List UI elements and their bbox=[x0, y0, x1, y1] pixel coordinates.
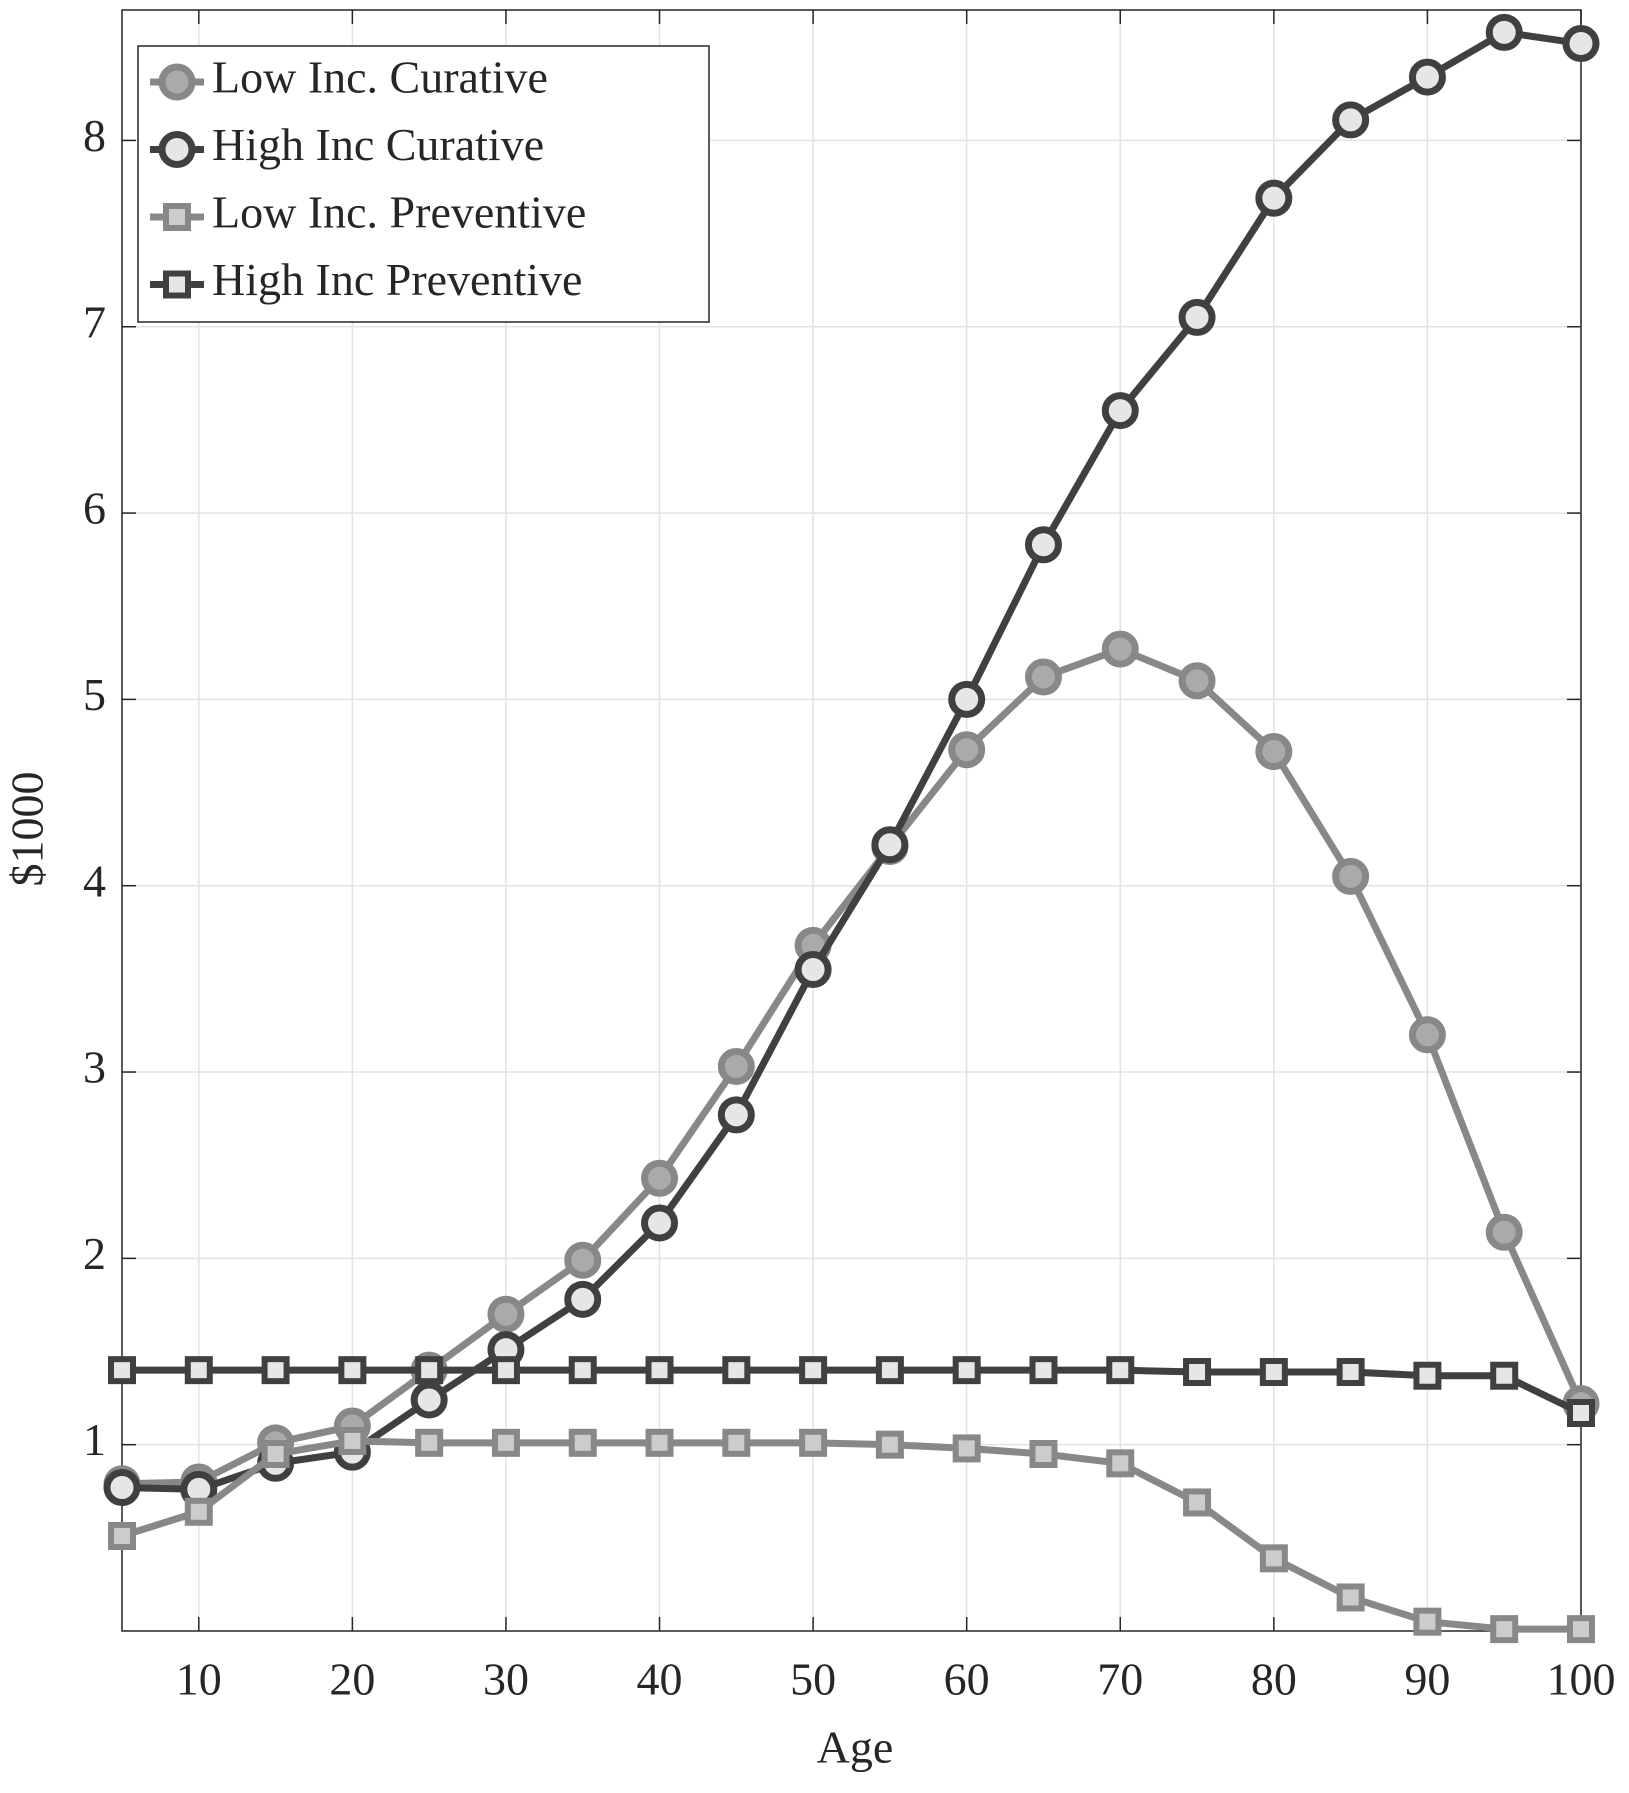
data-point bbox=[1336, 1583, 1365, 1612]
data-point bbox=[1259, 1544, 1288, 1573]
data-point bbox=[1332, 101, 1370, 139]
data-point bbox=[952, 1356, 981, 1385]
data-point bbox=[261, 1439, 290, 1468]
y-tick-label: 2 bbox=[83, 1228, 106, 1279]
data-point bbox=[1178, 298, 1216, 336]
data-point bbox=[568, 1428, 597, 1457]
data-point bbox=[184, 1356, 213, 1385]
data-point bbox=[1490, 1615, 1519, 1644]
data-point bbox=[103, 1469, 141, 1507]
y-tick-label: 8 bbox=[83, 110, 106, 161]
data-point bbox=[1485, 1213, 1523, 1251]
data-point bbox=[1567, 1615, 1595, 1644]
legend-marker bbox=[163, 203, 191, 231]
data-point bbox=[1413, 1607, 1442, 1636]
data-point bbox=[717, 1096, 755, 1134]
y-tick-label: 1 bbox=[83, 1414, 106, 1465]
y-axis-label: $1000 bbox=[2, 772, 53, 887]
data-point bbox=[1408, 1016, 1446, 1054]
data-point bbox=[799, 1428, 828, 1457]
data-point bbox=[717, 1047, 755, 1085]
x-tick-label: 10 bbox=[176, 1654, 222, 1705]
data-point bbox=[568, 1356, 597, 1385]
data-point bbox=[1101, 392, 1139, 430]
data-point bbox=[1029, 1356, 1058, 1385]
data-point bbox=[1336, 1358, 1365, 1387]
data-point bbox=[1024, 526, 1062, 564]
data-point bbox=[1183, 1358, 1212, 1387]
data-point bbox=[415, 1428, 444, 1457]
data-point bbox=[1029, 1439, 1058, 1468]
data-point bbox=[338, 1356, 367, 1385]
data-point bbox=[1332, 857, 1370, 895]
data-point bbox=[641, 1159, 679, 1197]
legend-box bbox=[137, 45, 710, 323]
legend-marker bbox=[158, 63, 196, 101]
legend-marker bbox=[158, 131, 196, 168]
legend-label: Low Inc. Curative bbox=[212, 52, 548, 103]
data-point bbox=[952, 1434, 981, 1463]
data-point bbox=[1106, 1449, 1135, 1478]
data-point bbox=[487, 1295, 525, 1333]
data-point bbox=[1413, 1361, 1442, 1390]
data-point bbox=[1562, 25, 1600, 63]
data-point bbox=[410, 1381, 448, 1419]
legend-label: High Inc Preventive bbox=[212, 254, 582, 305]
x-tick-label: 70 bbox=[1097, 1654, 1143, 1705]
data-point bbox=[1485, 13, 1523, 51]
y-tick-label: 4 bbox=[83, 855, 106, 906]
y-tick-label: 6 bbox=[83, 483, 106, 534]
x-tick-label: 80 bbox=[1251, 1654, 1297, 1705]
data-point bbox=[1024, 658, 1062, 696]
legend-label: High Inc Curative bbox=[212, 119, 544, 170]
x-tick-label: 40 bbox=[637, 1654, 683, 1705]
y-tick-label: 3 bbox=[83, 1042, 106, 1093]
data-point bbox=[645, 1428, 674, 1457]
data-point bbox=[948, 731, 986, 769]
data-point bbox=[645, 1356, 674, 1385]
x-tick-label: 50 bbox=[790, 1654, 836, 1705]
data-point bbox=[338, 1426, 367, 1455]
data-point bbox=[261, 1356, 290, 1385]
data-point bbox=[794, 951, 832, 989]
data-point bbox=[1106, 1356, 1135, 1385]
data-point bbox=[1183, 1488, 1212, 1517]
data-point bbox=[641, 1204, 679, 1242]
data-point bbox=[799, 1356, 828, 1385]
data-point bbox=[948, 680, 986, 718]
data-point bbox=[871, 826, 909, 864]
legend-label: Low Inc. Preventive bbox=[212, 187, 586, 238]
x-tick-label: 60 bbox=[944, 1654, 990, 1705]
data-point bbox=[875, 1430, 904, 1459]
x-tick-label: 100 bbox=[1547, 1654, 1616, 1705]
data-point bbox=[1255, 733, 1293, 771]
x-tick-label: 30 bbox=[483, 1654, 529, 1705]
data-point bbox=[1408, 58, 1446, 96]
legend-marker bbox=[163, 270, 191, 299]
data-point bbox=[1255, 179, 1293, 217]
y-tick-label: 5 bbox=[83, 669, 106, 720]
x-axis-label: Age bbox=[817, 1722, 894, 1773]
y-tick-label: 7 bbox=[83, 296, 106, 347]
x-tick-label: 20 bbox=[329, 1654, 375, 1705]
x-tick-label: 90 bbox=[1404, 1654, 1450, 1705]
data-point bbox=[108, 1356, 136, 1385]
data-point bbox=[564, 1241, 602, 1279]
data-point bbox=[1101, 630, 1139, 668]
data-point bbox=[491, 1356, 520, 1385]
data-point bbox=[108, 1521, 136, 1550]
data-point bbox=[722, 1356, 751, 1385]
data-point bbox=[184, 1497, 213, 1526]
data-point bbox=[415, 1356, 444, 1385]
data-point bbox=[1567, 1399, 1595, 1428]
data-point bbox=[1259, 1358, 1288, 1387]
data-point bbox=[564, 1280, 602, 1318]
data-point bbox=[1178, 662, 1216, 700]
plot-frame bbox=[121, 9, 1582, 1632]
data-point bbox=[875, 1356, 904, 1385]
data-point bbox=[491, 1428, 520, 1457]
data-point bbox=[722, 1428, 751, 1457]
data-point bbox=[1490, 1361, 1519, 1390]
